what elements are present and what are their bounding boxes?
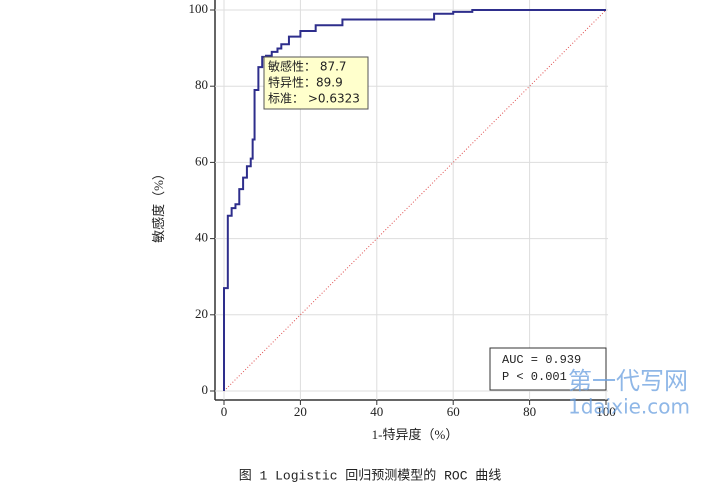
annotation-text: 特异性：89.9 bbox=[268, 75, 343, 90]
watermark: 第一代写网 bbox=[568, 367, 688, 395]
roc-curve bbox=[223, 9, 606, 391]
stats-text: AUC = 0.939 bbox=[502, 353, 581, 367]
stats-box bbox=[489, 347, 607, 391]
x-tick-label: 100 bbox=[596, 404, 616, 419]
y-tick-label: 100 bbox=[189, 1, 209, 16]
y-tick-label: 20 bbox=[195, 306, 208, 321]
y-axis-label: 敏感度（%） bbox=[151, 167, 166, 243]
y-tick-label: 0 bbox=[202, 382, 209, 397]
stats-text: P < 0.001 bbox=[502, 370, 567, 384]
annotation-box bbox=[263, 56, 369, 110]
x-tick-label: 80 bbox=[523, 404, 536, 419]
y-tick-label: 60 bbox=[195, 153, 208, 168]
y-tick-label: 40 bbox=[195, 230, 208, 245]
caption: 图 1 Logistic 回归预测模型的 ROC 曲线 bbox=[239, 467, 502, 483]
y-tick-label: 80 bbox=[195, 77, 208, 92]
x-axis-label: 1-特异度（%） bbox=[372, 427, 459, 442]
annotation-text: 敏感性： 87.7 bbox=[268, 59, 347, 74]
x-tick-label: 0 bbox=[221, 404, 228, 419]
x-tick-label: 20 bbox=[294, 404, 307, 419]
x-tick-label: 60 bbox=[447, 404, 460, 419]
annotation-text: 标准： >0.6323 bbox=[268, 92, 360, 106]
watermark: 1daixie.com bbox=[568, 395, 690, 419]
x-tick-label: 40 bbox=[370, 404, 383, 419]
